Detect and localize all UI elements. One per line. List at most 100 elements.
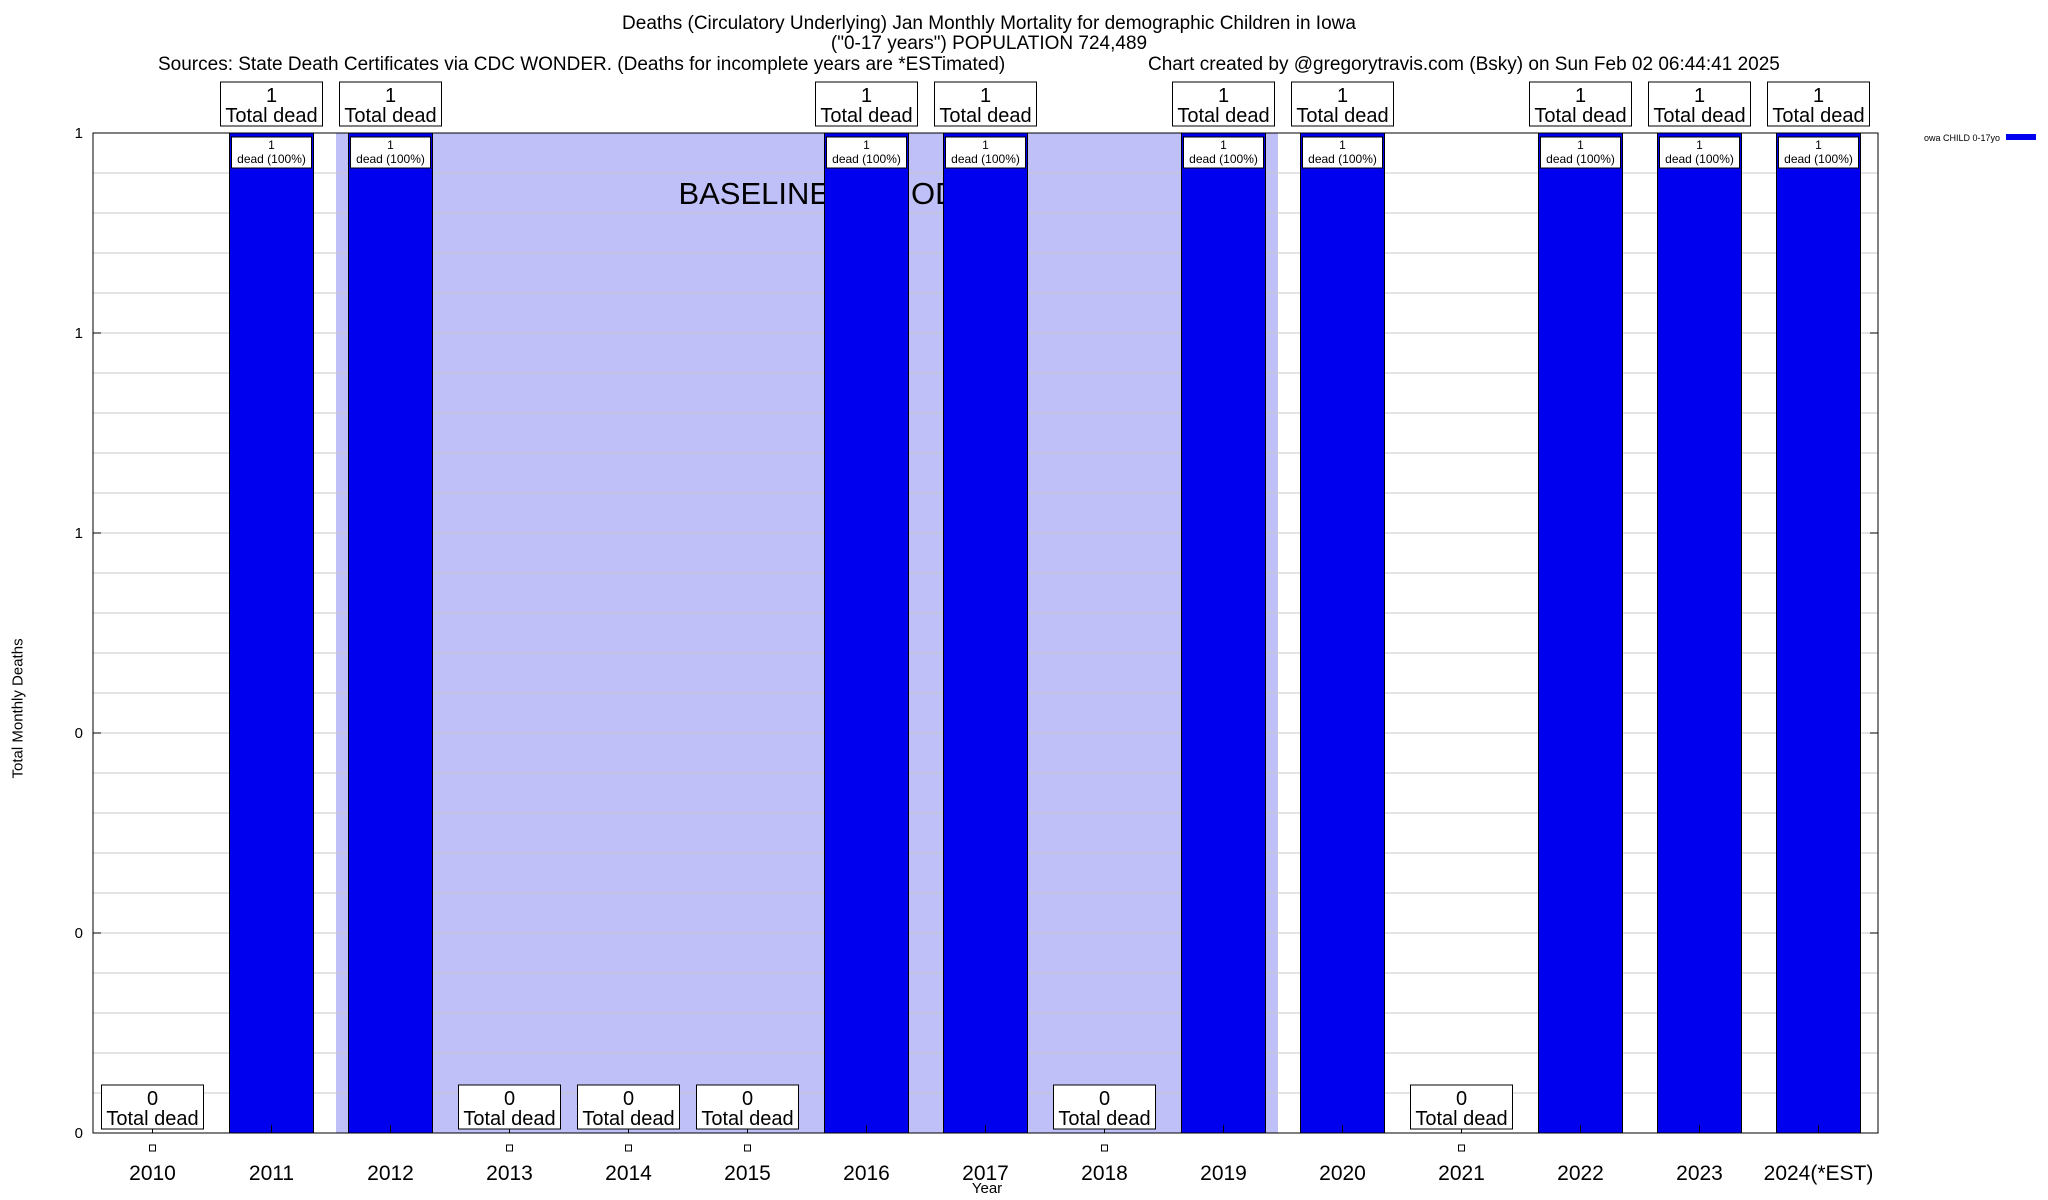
bar-2012 xyxy=(348,132,433,1134)
total-label-text: Total dead xyxy=(225,105,317,127)
legend-label: owa CHILD 0-17yo xyxy=(1924,133,2000,143)
total-label-count: 0 xyxy=(742,1088,753,1110)
inner-label-text: dead (100%) xyxy=(237,152,306,166)
total-label-box xyxy=(696,1084,799,1130)
zero-marker xyxy=(506,1144,513,1152)
baseline-period-band xyxy=(336,133,1278,1133)
total-label-count: 1 xyxy=(1575,85,1586,107)
baseline-period-label: BASELINE PERIOD xyxy=(678,176,957,211)
inner-label-count: 1 xyxy=(387,138,394,152)
x-tick-label: 2022 xyxy=(1557,1162,1604,1185)
total-label-count: 0 xyxy=(1099,1088,1110,1110)
total-label-count: 0 xyxy=(623,1088,634,1110)
y-tick-label: 0 xyxy=(75,725,83,742)
total-label-text: Total dead xyxy=(463,1108,555,1130)
y-tick-label: 1 xyxy=(75,325,83,342)
total-label-box xyxy=(815,81,918,127)
total-label-box xyxy=(101,1084,204,1130)
bar-2017 xyxy=(943,132,1028,1134)
inner-label-text: dead (100%) xyxy=(356,152,425,166)
inner-label-box xyxy=(1302,136,1383,169)
inner-label-text: dead (100%) xyxy=(832,152,901,166)
total-label-text: Total dead xyxy=(582,1108,674,1130)
total-label-box xyxy=(934,81,1037,127)
total-label-count: 1 xyxy=(980,85,991,107)
total-label-box xyxy=(1529,81,1632,127)
total-label-text: Total dead xyxy=(1772,105,1864,127)
chart-title: Deaths (Circulatory Underlying) Jan Mont… xyxy=(622,13,1356,34)
total-label-box xyxy=(1172,81,1275,127)
bar-2011 xyxy=(229,132,314,1134)
total-label-box xyxy=(577,1084,680,1130)
x-tick-label: 2015 xyxy=(724,1162,771,1185)
total-label-count: 1 xyxy=(1337,85,1348,107)
inner-label-count: 1 xyxy=(1339,138,1346,152)
total-label-count: 0 xyxy=(1456,1088,1467,1110)
zero-marker xyxy=(1458,1144,1465,1152)
inner-label-text: dead (100%) xyxy=(1784,152,1853,166)
x-tick-label: 2023 xyxy=(1676,1162,1723,1185)
zero-marker xyxy=(149,1144,156,1152)
total-label-count: 1 xyxy=(1813,85,1824,107)
x-tick-label: 2016 xyxy=(843,1162,890,1185)
bar-2020 xyxy=(1300,132,1385,1134)
inner-label-text: dead (100%) xyxy=(1665,152,1734,166)
total-label-text: Total dead xyxy=(344,105,436,127)
bar-2024(*EST) xyxy=(1776,132,1861,1134)
total-label-text: Total dead xyxy=(1296,105,1388,127)
inner-label-count: 1 xyxy=(1815,138,1822,152)
bar-2023 xyxy=(1657,132,1742,1134)
bar-2022 xyxy=(1538,132,1623,1134)
x-tick-label: 2017 xyxy=(962,1162,1009,1185)
x-tick-label: 2019 xyxy=(1200,1162,1247,1185)
total-label-text: Total dead xyxy=(1534,105,1626,127)
x-tick-label: 2011 xyxy=(249,1162,294,1185)
inner-label-box xyxy=(1183,136,1264,169)
total-label-text: Total dead xyxy=(939,105,1031,127)
x-tick-label: 2014 xyxy=(605,1162,652,1185)
x-tick-label: 2012 xyxy=(367,1162,414,1185)
total-label-text: Total dead xyxy=(820,105,912,127)
x-tick-label: 2010 xyxy=(129,1162,176,1185)
total-label-box xyxy=(1291,81,1394,127)
chart-sources: Sources: State Death Certificates via CD… xyxy=(158,54,1006,75)
total-label-text: Total dead xyxy=(1653,105,1745,127)
chart-credit: Chart created by @gregorytravis.com (Bsk… xyxy=(1148,54,1780,75)
total-label-count: 0 xyxy=(504,1088,515,1110)
y-tick-label: 0 xyxy=(75,1125,83,1142)
inner-label-text: dead (100%) xyxy=(951,152,1020,166)
inner-label-text: dead (100%) xyxy=(1546,152,1615,166)
total-label-box xyxy=(1053,1084,1156,1130)
total-label-count: 1 xyxy=(1694,85,1705,107)
inner-label-box xyxy=(350,136,431,169)
zero-marker xyxy=(1101,1144,1108,1152)
bar-2016 xyxy=(824,132,909,1134)
total-label-box xyxy=(458,1084,561,1130)
total-label-text: Total dead xyxy=(1415,1108,1507,1130)
total-label-box xyxy=(1648,81,1751,127)
inner-label-box xyxy=(1540,136,1621,169)
y-tick-label: 1 xyxy=(75,125,83,142)
total-label-count: 1 xyxy=(266,85,277,107)
x-tick-label: 2013 xyxy=(486,1162,533,1185)
total-label-box xyxy=(1767,81,1870,127)
bar-2019 xyxy=(1181,132,1266,1134)
legend-swatch xyxy=(2006,134,2036,140)
total-label-box xyxy=(1410,1084,1513,1130)
total-label-count: 1 xyxy=(1218,85,1229,107)
inner-label-count: 1 xyxy=(982,138,989,152)
total-label-count: 1 xyxy=(385,85,396,107)
inner-label-count: 1 xyxy=(1696,138,1703,152)
total-label-box xyxy=(339,81,442,127)
inner-label-box xyxy=(826,136,907,169)
x-tick-label: 2018 xyxy=(1081,1162,1128,1185)
total-label-text: Total dead xyxy=(1177,105,1269,127)
inner-label-text: dead (100%) xyxy=(1308,152,1377,166)
total-label-count: 0 xyxy=(147,1088,158,1110)
x-tick-label: 2021 xyxy=(1438,1162,1485,1185)
chart-subtitle: ("0-17 years") POPULATION 724,489 xyxy=(830,33,1148,54)
total-label-box xyxy=(220,81,323,127)
inner-label-box xyxy=(945,136,1026,169)
x-tick-label: 2024(*EST) xyxy=(1764,1162,1874,1185)
